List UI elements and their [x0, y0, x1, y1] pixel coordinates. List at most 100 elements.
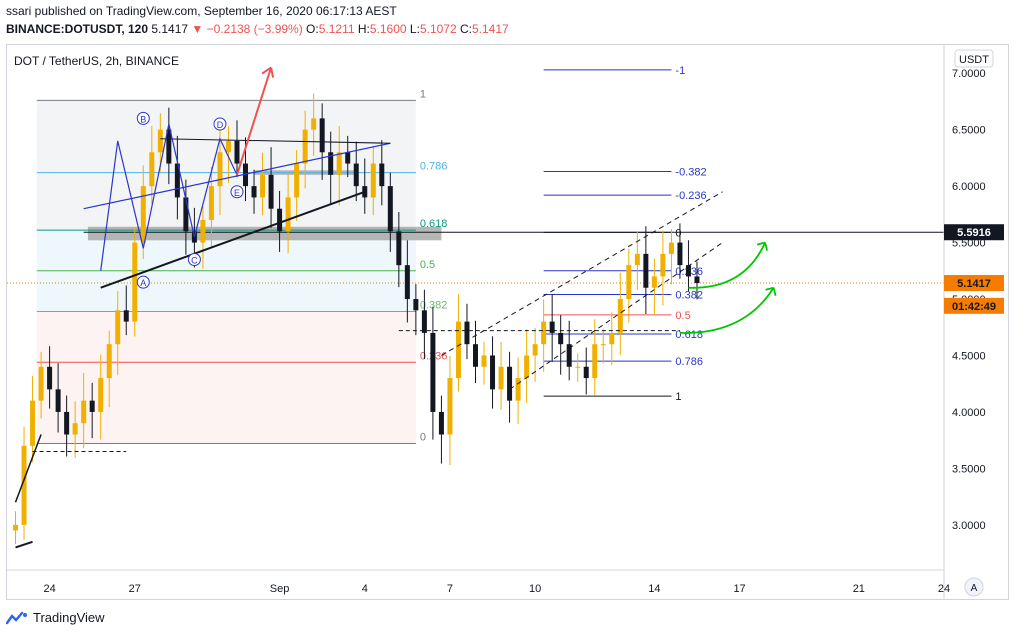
- symbol-ohlc-bar: BINANCE:DOTUSDT, 120 5.1417 ▼ −0.2138 (−…: [6, 22, 509, 36]
- green-arrow-upper-head: [756, 241, 768, 251]
- candle-body: [396, 231, 402, 266]
- candle-body: [132, 242, 138, 322]
- auto-scale-button[interactable]: A: [964, 577, 984, 597]
- x-tick-label: 24: [43, 583, 55, 595]
- candle-body: [532, 344, 538, 356]
- candle-body: [81, 400, 87, 424]
- high-label: H:: [357, 22, 370, 36]
- candle-body: [685, 265, 691, 277]
- wave-label-circle: [136, 275, 150, 289]
- candle-body: [413, 299, 419, 311]
- price-tag-bg-1: [944, 275, 1004, 292]
- wave-label-D: D: [213, 117, 227, 131]
- fib-zone-lower: [36, 311, 416, 444]
- candle-body: [328, 152, 334, 175]
- triangle-upper-line: [83, 142, 391, 210]
- candle-body: [677, 242, 683, 266]
- elliott-wave-path: [100, 123, 238, 271]
- fib-right-label-9: 1: [675, 391, 681, 403]
- wave-label-text: D: [217, 120, 224, 130]
- auto-button-label: A: [971, 583, 978, 594]
- candle-body: [174, 163, 180, 198]
- candle-body: [600, 344, 606, 346]
- fib-right-label-0: -1: [675, 65, 685, 77]
- candle-body: [336, 152, 342, 175]
- candle-body: [549, 321, 555, 333]
- low-value: 5.1072: [419, 22, 457, 36]
- currency-button[interactable]: USDT: [954, 49, 994, 68]
- y-tick-label: 5.5000: [952, 238, 986, 250]
- candle-body: [490, 355, 496, 390]
- candle-body: [157, 129, 163, 153]
- fib-left-label-3: 0.5: [420, 259, 435, 271]
- candle-body: [430, 332, 436, 412]
- candle-body: [626, 265, 632, 300]
- candle-body: [617, 299, 623, 333]
- footer-brand: TradingView: [33, 610, 105, 625]
- wave-label-circle: [213, 117, 227, 131]
- wave-label-text: E: [234, 188, 240, 198]
- fib-right-label-6: 0.5: [675, 310, 690, 322]
- candle-body: [115, 310, 121, 345]
- candle-body: [311, 118, 317, 130]
- candle-body: [515, 378, 521, 401]
- fib-zone-upper: [36, 100, 416, 231]
- candle-body: [660, 253, 666, 277]
- candle-body: [30, 400, 36, 446]
- candle-body: [64, 411, 70, 435]
- price-tag-2: 01:42:49: [952, 301, 996, 313]
- candle-body: [234, 140, 240, 164]
- wave-label-B: B: [136, 111, 150, 125]
- candle-body: [268, 174, 274, 209]
- candle-body: [140, 186, 146, 243]
- candle-body: [251, 186, 257, 198]
- candle-body: [243, 163, 249, 187]
- y-tick-label: 4.5000: [952, 350, 986, 362]
- candle-body: [387, 186, 393, 232]
- candle-body: [438, 411, 444, 435]
- x-tick-label: 27: [129, 583, 141, 595]
- chart-frame: [6, 44, 1009, 600]
- candle-body: [421, 310, 427, 333]
- y-tick-label: 6.0000: [952, 181, 986, 193]
- wave-label-circle: [230, 185, 244, 199]
- green-arrow-lower: [679, 287, 775, 334]
- x-tick-label: Sep: [270, 583, 290, 595]
- green-arrow-lower-head: [765, 286, 777, 296]
- y-tick-label: 7.0000: [952, 68, 986, 80]
- candle-body: [455, 321, 461, 379]
- downtrend-line: [14, 434, 42, 503]
- tradingview-logo-icon: [6, 611, 27, 624]
- candle-body: [294, 163, 300, 198]
- x-tick-label: 7: [447, 583, 453, 595]
- candle-body: [583, 366, 589, 379]
- candle-body: [21, 445, 27, 525]
- green-arrow-upper: [688, 242, 766, 289]
- y-tick-label: 3.5000: [952, 463, 986, 475]
- x-tick-label: 24: [938, 583, 950, 595]
- y-tick-label: 3.0000: [952, 520, 986, 532]
- price-change: ▼ −0.2138 (−3.99%): [191, 22, 303, 36]
- candle-body: [464, 321, 470, 345]
- candle-body: [225, 140, 231, 153]
- candle-body: [260, 174, 266, 198]
- candle-body: [89, 400, 95, 412]
- candle-body: [592, 344, 598, 379]
- footer: TradingView: [6, 610, 105, 625]
- candle-body: [98, 378, 104, 412]
- currency-button-label: USDT: [959, 54, 989, 66]
- wave-label-circle: [187, 253, 201, 267]
- candle-body: [507, 366, 513, 401]
- candle-body: [353, 163, 359, 187]
- wave-label-text: C: [191, 256, 198, 266]
- fib-left-label-2: 0.618: [420, 218, 448, 230]
- candle-body: [498, 366, 504, 390]
- candle-body: [38, 366, 44, 401]
- candle-body: [47, 366, 53, 390]
- candle-body: [208, 186, 214, 220]
- x-tick-label: 14: [648, 583, 660, 595]
- channel-upper-line: [441, 191, 723, 356]
- fib-right-label-8: 0.786: [675, 356, 703, 368]
- candle-body: [524, 355, 530, 379]
